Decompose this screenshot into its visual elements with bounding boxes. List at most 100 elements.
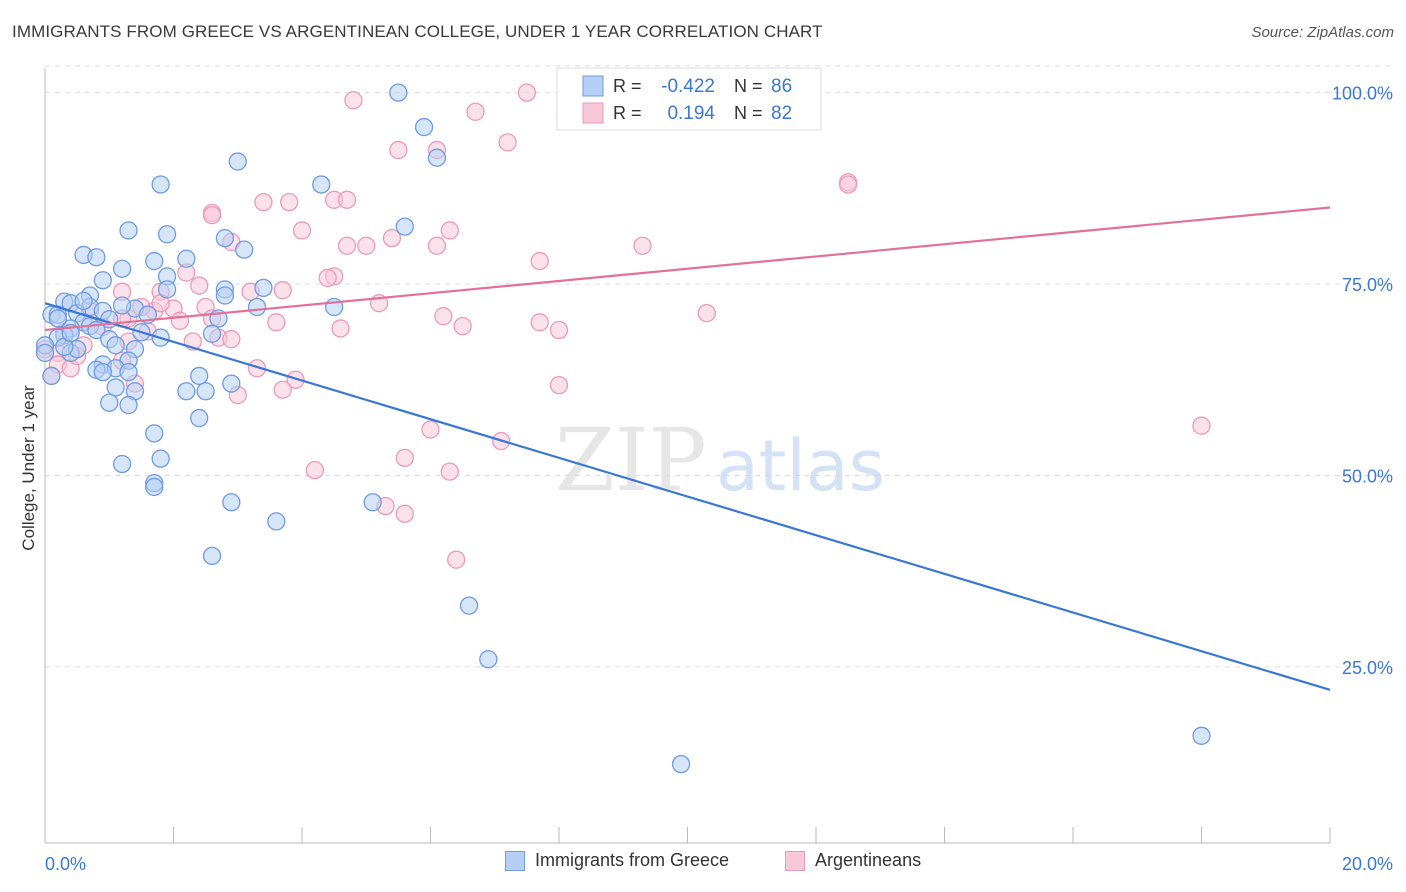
argentineans-point [530, 313, 549, 332]
greece-point [190, 366, 209, 386]
legend-label-argentineans: Argentineans [815, 850, 922, 870]
greece-point [119, 395, 138, 415]
greece-point [671, 754, 691, 774]
legend-r-value: 0.194 [667, 103, 715, 124]
legend-n-value: 86 [771, 76, 792, 97]
y-axis-label: College, Under 1 year [19, 385, 38, 551]
legend-swatch-argentineans [582, 102, 604, 124]
greece-point [145, 251, 164, 271]
greece-point [267, 512, 286, 531]
argentineans-point [331, 319, 350, 338]
argentineans-point [273, 281, 292, 300]
argentineans-point [697, 303, 716, 323]
legend-n-label: N = [734, 103, 763, 123]
argentineans-point [389, 140, 408, 160]
greece-point [247, 297, 267, 317]
argentineans-point [549, 375, 569, 395]
greece-point [235, 240, 254, 259]
legend-top: R = -0.422 N = 86 R = 0.194 N = 82 [556, 67, 822, 131]
argentineans-point [286, 370, 305, 389]
greece-point [93, 362, 112, 382]
argentineans-point [440, 221, 459, 240]
y-tick-label: 50.0% [1342, 466, 1393, 486]
argentineans-point [395, 504, 414, 523]
argentineans-point [549, 320, 569, 340]
argentineans-point [517, 83, 537, 102]
argentineans-point [337, 190, 357, 209]
legend-r-label: R = [613, 76, 642, 96]
greece-point [196, 382, 215, 401]
argentineans-point [170, 311, 190, 330]
argentineans-point [382, 228, 402, 248]
greece-point [479, 650, 498, 669]
argentineans-point [633, 236, 652, 255]
greece-point [112, 296, 132, 315]
greece-point [93, 271, 112, 290]
grid-lines [45, 65, 1395, 668]
greece-point [389, 83, 408, 102]
greece-point [395, 217, 414, 236]
legend-r-value: -0.422 [661, 76, 715, 97]
greece-point [363, 493, 382, 512]
argentineans-point [318, 268, 337, 288]
argentineans-point [447, 550, 466, 569]
greece-point [228, 152, 247, 171]
y-tick-label: 25.0% [1342, 658, 1393, 678]
legend-swatch-greece [582, 75, 604, 97]
argentineans-point [273, 380, 292, 399]
argentineans-point [222, 330, 241, 349]
tick-labels: 25.0% 50.0% 75.0% 100.0% 0.0% 20.0% [45, 84, 1393, 874]
legend-r-label: R = [613, 103, 642, 123]
greece-point [35, 343, 55, 363]
greece-point [112, 259, 132, 278]
greece-point [1192, 726, 1211, 745]
greece-point [222, 374, 241, 393]
argentineans-point [190, 276, 209, 295]
argentineans-point [305, 460, 325, 480]
greece-point [177, 249, 196, 268]
greece-point [215, 286, 235, 305]
source-label: Source: ZipAtlas.com [1251, 24, 1394, 41]
argentineans-point [440, 462, 459, 481]
legend-item-argentineans: Argentineans [785, 850, 921, 871]
argentineans-point [254, 192, 273, 212]
legend-n-label: N = [734, 76, 763, 96]
watermark-atlas: atlas [716, 425, 885, 507]
greece-point [157, 225, 177, 244]
greece-point [254, 278, 273, 298]
greece-trend-line [44, 302, 1331, 691]
greece-point [42, 366, 61, 386]
greece-point [151, 449, 170, 468]
y-tick-label: 75.0% [1342, 275, 1393, 295]
argentineans-point [337, 236, 357, 255]
greece-point [112, 454, 132, 474]
trend-lines [44, 206, 1331, 691]
greece-point [202, 324, 222, 343]
argentineans-trend-line [44, 206, 1331, 332]
argentineans-point [453, 317, 472, 336]
argentineans-point [292, 221, 312, 240]
argentineans-point [1192, 416, 1211, 435]
greece-point [312, 175, 331, 194]
greece-point [106, 336, 125, 355]
greece-point [119, 221, 138, 240]
legend-bottom: Immigrants from Greece Argentineans [0, 850, 1406, 880]
greece-point [215, 228, 235, 248]
argentineans-point [344, 91, 363, 110]
legend-swatch-argentineans [785, 850, 805, 871]
greece-point [48, 309, 67, 328]
greece-point [459, 596, 479, 615]
axes [44, 68, 1331, 844]
argentineans-point [247, 359, 267, 378]
greece-point [145, 477, 164, 497]
legend-n-value: 82 [771, 103, 792, 124]
greece-point [100, 393, 119, 412]
legend-label-greece: Immigrants from Greece [535, 850, 730, 870]
greece-point [145, 424, 164, 443]
argentineans-point [530, 251, 549, 271]
greece-point [202, 546, 222, 566]
legend-item-greece: Immigrants from Greece [505, 850, 729, 871]
greece-point [119, 362, 138, 382]
greece-point [414, 117, 434, 137]
